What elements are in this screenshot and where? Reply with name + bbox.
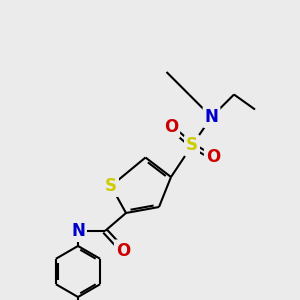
Text: O: O (164, 118, 178, 136)
Text: O: O (206, 148, 220, 166)
Text: S: S (105, 177, 117, 195)
Text: N: N (71, 222, 85, 240)
Text: N: N (205, 108, 218, 126)
Text: O: O (116, 242, 130, 260)
Text: S: S (186, 136, 198, 154)
Text: H: H (74, 223, 85, 236)
